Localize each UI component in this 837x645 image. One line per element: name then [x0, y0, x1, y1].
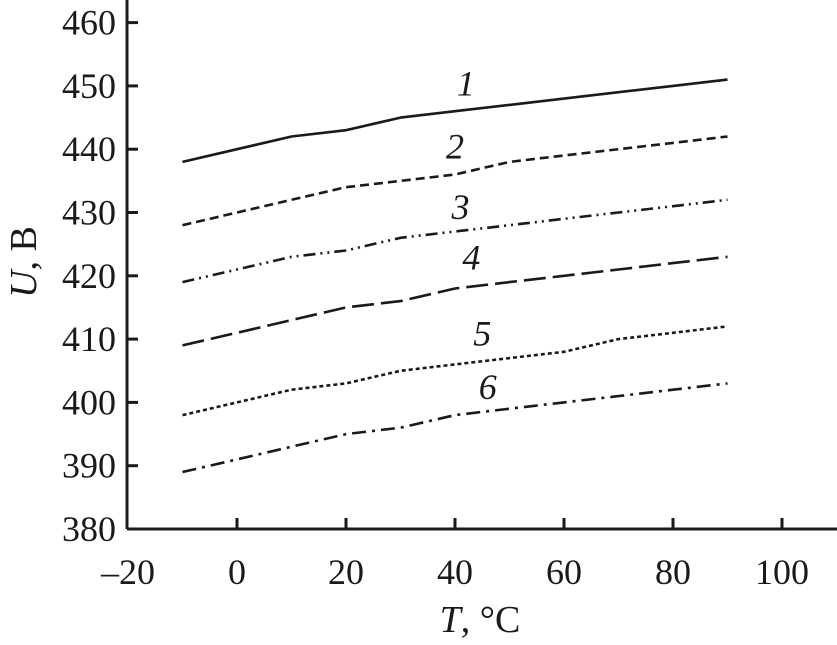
x-tick-label: 20: [328, 552, 364, 592]
x-axis-title: T, °C: [440, 599, 521, 641]
series-line-1: [182, 78, 728, 164]
series-label-1: 1: [457, 63, 475, 103]
y-tick-label: 440: [62, 129, 116, 169]
axes: [125, 0, 837, 531]
series-line-6: [182, 382, 728, 474]
series-line-5: [182, 325, 728, 417]
series-labels: 1 2 3 4 5 6: [446, 63, 497, 407]
series-label-2: 2: [446, 127, 464, 167]
y-ticks: 380 390 400 410 420 430 440 450 460: [62, 3, 138, 549]
x-tick-label: 0: [228, 552, 246, 592]
x-tick-label: 80: [655, 552, 691, 592]
series-label-6: 6: [479, 367, 497, 407]
x-tick-label: 100: [755, 552, 809, 592]
series-line-4: [182, 255, 728, 347]
series-label-3: 3: [450, 187, 469, 227]
y-tick-label: 380: [62, 509, 116, 549]
x-tick-label: 60: [546, 552, 582, 592]
y-tick-label: 460: [62, 3, 116, 43]
y-tick-label: 410: [62, 319, 116, 359]
series-label-5: 5: [473, 313, 491, 353]
y-tick-label: 400: [62, 382, 116, 422]
series-label-4: 4: [462, 237, 480, 277]
y-tick-label: 430: [62, 193, 116, 233]
series-line-3: [182, 198, 728, 284]
y-axis-title: U, В: [3, 226, 45, 298]
x-tick-label: 40: [437, 552, 473, 592]
y-tick-label: 420: [62, 256, 116, 296]
x-tick-label: –20: [100, 552, 155, 592]
x-ticks: –20 0 20 40 60 80 100: [100, 518, 809, 592]
y-tick-label: 390: [62, 446, 116, 486]
series-lines: [182, 78, 728, 474]
y-tick-label: 450: [62, 66, 116, 106]
